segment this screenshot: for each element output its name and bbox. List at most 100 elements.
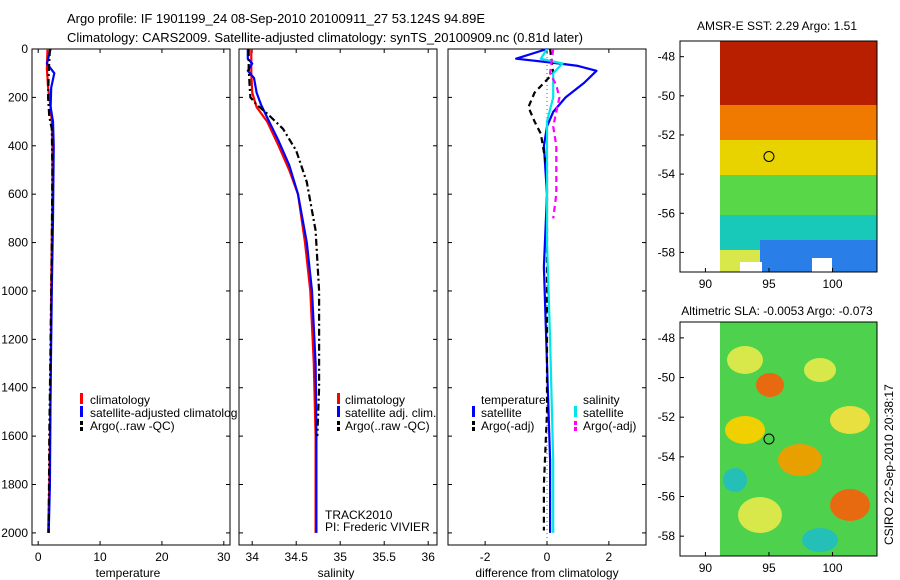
x-tick-label: 95 [762, 277, 776, 291]
x-tick-label: 100 [823, 277, 843, 291]
x-tick-label: 35.5 [373, 550, 397, 564]
sst-heatmap [720, 41, 877, 272]
float-position-marker [763, 433, 775, 445]
series-line [539, 48, 564, 533]
y-tick-label: -56 [658, 490, 676, 504]
x-tick-label: 20 [155, 550, 169, 564]
y-tick-label: 1800 [1, 478, 28, 492]
legend-swatch-red [80, 393, 83, 404]
temperature-ticks: 0 10 20 30 0 200 400 600 800 1000 1200 1400 1600 1800… [1, 42, 231, 564]
y-tick-label: -54 [658, 167, 676, 181]
sla-anomaly [804, 358, 836, 382]
temperature-axes-frame [31, 48, 231, 546]
x-tick-label: 34 [246, 550, 260, 564]
legend-label: satellite [481, 406, 522, 420]
legend-swatch-blue [472, 406, 475, 417]
sla-heatmap [720, 322, 877, 556]
legend-label: satellite-adjusted climatolog [90, 406, 237, 420]
y-tick-label: -48 [658, 50, 676, 64]
legend-label: climatology [90, 393, 150, 407]
x-tick-label: 90 [699, 561, 713, 575]
float-position-marker [763, 151, 775, 162]
y-tick-label: -52 [658, 410, 676, 424]
y-tick-label: 200 [8, 90, 28, 104]
x-tick-label: 34.5 [285, 550, 309, 564]
legend-label: Argo(..raw -QC) [90, 419, 175, 433]
y-tick-label: -58 [658, 245, 676, 259]
x-tick-label: 90 [699, 277, 713, 291]
temperature-xlabel: temperature [96, 566, 161, 580]
sst-mid-band [720, 140, 877, 180]
x-tick-label: -2 [480, 550, 491, 564]
difference-panel: -2 0 2 difference from climatology tempera… [447, 47, 647, 580]
legend-label: Argo(-adj) [481, 419, 534, 433]
y-tick-label: -52 [658, 128, 676, 142]
difference-ticks: -2 0 2 [448, 48, 646, 564]
series-line [548, 48, 561, 219]
annotation-track: TRACK2010 [325, 508, 393, 522]
sla-map-panel: Altimetric SLA: -0.0053 Argo: -0.073 90 9… [658, 304, 878, 575]
figure-title-line1: Argo profile: IF 1901199_24 08-Sep-2010 … [67, 11, 485, 26]
salinity-series [246, 49, 321, 533]
temperature-series [45, 48, 56, 533]
series-line [514, 47, 598, 533]
y-tick-label: -54 [658, 450, 676, 464]
salinity-xlabel: salinity [318, 566, 355, 580]
legend-swatch-black [472, 421, 475, 425]
sla-anomaly [725, 416, 765, 444]
x-tick-label: 100 [823, 561, 843, 575]
sst-map-ticks: 90 95 100 -48 -50 -52 -54 -56 -58 [658, 50, 843, 291]
difference-series [514, 47, 598, 545]
sla-anomaly [738, 497, 782, 533]
y-tick-label: -56 [658, 206, 676, 220]
salinity-ticks: 34 34.5 35 35.5 36 [239, 48, 437, 564]
legend-swatch-cyan [574, 406, 577, 417]
sst-map-panel: AMSR-E SST: 2.29 Argo: 1.51 90 95 100 -48 -5… [658, 19, 878, 291]
difference-xlabel: difference from climatology [475, 566, 618, 580]
legend-swatch-magenta [574, 427, 577, 431]
y-tick-label: -50 [658, 89, 676, 103]
y-tick-label: 800 [8, 236, 28, 250]
legend-swatch-blue [80, 406, 83, 417]
x-tick-label: 35 [334, 550, 348, 564]
y-tick-label: 1400 [1, 381, 28, 395]
sla-map-title: Altimetric SLA: -0.0053 Argo: -0.073 [681, 304, 873, 318]
y-tick-label: 400 [8, 139, 28, 153]
series-line [527, 48, 555, 531]
x-tick-label: 30 [217, 550, 231, 564]
y-tick-label: -50 [658, 371, 676, 385]
sla-anomaly [723, 468, 747, 492]
y-tick-label: -58 [658, 529, 676, 543]
figure-title-line2: Climatology: CARS2009. Satellite-adjuste… [67, 30, 583, 45]
x-tick-label: 10 [93, 550, 107, 564]
x-tick-label: 2 [606, 550, 613, 564]
legend-swatch-red [337, 393, 340, 404]
csiro-timestamp: CSIRO 22-Sep-2010 20:38:17 [882, 384, 896, 545]
temperature-legend: climatology satellite-adjusted climatolo… [80, 393, 237, 433]
legend-header-salinity: salinity [583, 393, 620, 407]
legend-header-temperature: temperature [481, 393, 546, 407]
series-line [246, 49, 318, 533]
legend-swatch-blue [337, 406, 340, 417]
legend-label: climatology [345, 393, 405, 407]
legend-label: satellite [583, 406, 624, 420]
sla-anomaly [830, 406, 870, 434]
series-line [247, 49, 321, 437]
y-tick-label: 1200 [1, 332, 28, 346]
legend-swatch-black [337, 421, 340, 425]
sst-map-frame [679, 40, 878, 273]
y-tick-label: 0 [21, 42, 28, 56]
y-tick-label: 2000 [1, 526, 28, 540]
legend-swatch-black [472, 427, 475, 431]
sst-warm-band [720, 105, 877, 145]
legend-swatch-black [80, 421, 83, 425]
sla-anomaly [778, 444, 822, 476]
legend-swatch-magenta [574, 421, 577, 425]
salinity-legend: climatology satellite adj. clim. Argo(..… [337, 393, 436, 433]
y-tick-label: 1000 [1, 284, 28, 298]
temperature-panel: 0 10 20 30 0 200 400 600 800 1000 1200 1400 1600 1800… [1, 42, 237, 580]
sla-anomaly [802, 528, 838, 552]
sla-anomaly [727, 346, 763, 374]
y-tick-label: -48 [658, 331, 676, 345]
